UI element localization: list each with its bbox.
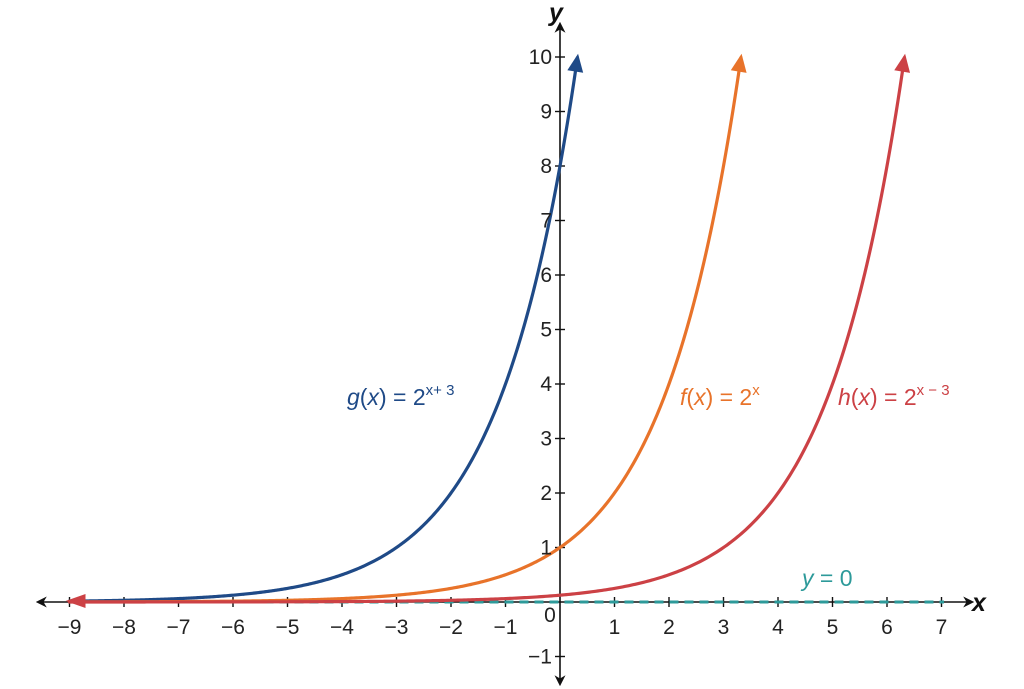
x-tick-label: 5 bbox=[827, 616, 839, 639]
series-line-g bbox=[67, 56, 580, 603]
series-line-h bbox=[67, 56, 907, 604]
x-tick-label: −3 bbox=[385, 616, 409, 639]
x-tick-label: −9 bbox=[58, 616, 82, 639]
y-tick-label: 3 bbox=[540, 428, 552, 451]
labels: x y −9 −8 −7 −6 −5 −4 −3 −2 −1 0 1 2 3 4 5 6 7 −1 1 2 3 4 5 6 7 8 9 1… bbox=[58, 0, 987, 669]
x-tick-label: 4 bbox=[772, 616, 784, 639]
y-tick-label: 10 bbox=[529, 46, 552, 69]
y-axis-title: y bbox=[547, 0, 564, 27]
y-tick-label: 4 bbox=[540, 373, 552, 396]
x-tick-label: −4 bbox=[330, 616, 354, 639]
x-axis-title: x bbox=[970, 589, 987, 617]
series-arrow-f bbox=[730, 53, 747, 73]
x-tick-label: 2 bbox=[663, 616, 675, 639]
x-tick-label: 1 bbox=[609, 616, 621, 639]
x-tick-label: −8 bbox=[112, 616, 136, 639]
x-tick-label: 6 bbox=[881, 616, 893, 639]
y-tick-label: 9 bbox=[540, 101, 552, 124]
x-tick-label: −2 bbox=[439, 616, 463, 639]
series-label-f: f(x) = 2x bbox=[680, 382, 760, 410]
y-tick-label: 5 bbox=[540, 319, 552, 342]
y-tick-label: 6 bbox=[540, 264, 552, 287]
series-arrow-g bbox=[567, 53, 584, 73]
x-tick-label: 7 bbox=[936, 616, 948, 639]
series-arrow-h bbox=[894, 53, 911, 73]
series-label-g: g(x) = 2x+ 3 bbox=[347, 382, 454, 410]
x-tick-label: 0 bbox=[544, 604, 556, 627]
x-tick-label: −1 bbox=[494, 616, 518, 639]
y-tick-label: 8 bbox=[540, 155, 552, 178]
x-tick-label: −7 bbox=[167, 616, 191, 639]
asymptote-label: y = 0 bbox=[800, 565, 853, 591]
y-tick-label: 2 bbox=[540, 482, 552, 505]
series-label-h: h(x) = 2x − 3 bbox=[838, 382, 950, 410]
y-tick-label: −1 bbox=[528, 646, 552, 669]
y-tick-label: 1 bbox=[540, 537, 552, 560]
y-tick-label: 7 bbox=[540, 210, 552, 233]
x-tick-label: 3 bbox=[718, 616, 730, 639]
curves-left-arrow bbox=[65, 594, 86, 608]
x-tick-label: −6 bbox=[221, 616, 245, 639]
x-tick-label: −5 bbox=[276, 616, 300, 639]
series bbox=[65, 53, 911, 608]
series-line-f bbox=[67, 56, 743, 604]
